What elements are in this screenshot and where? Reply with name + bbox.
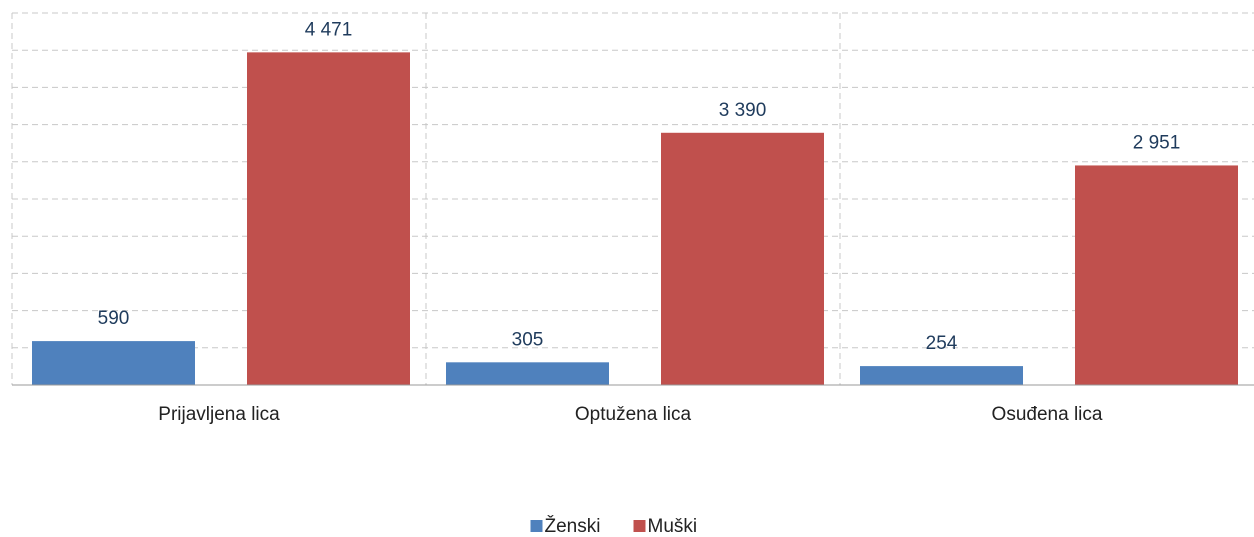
value-label: 590	[98, 308, 130, 329]
x-tick-label: Prijavljena lica	[158, 404, 280, 425]
bar	[446, 362, 609, 385]
legend-label: Muški	[648, 516, 698, 537]
value-label: 2 951	[1133, 132, 1181, 153]
value-label: 3 390	[719, 100, 767, 121]
bar	[661, 132, 824, 385]
bar	[32, 341, 195, 385]
x-tick-label: Osuđena lica	[992, 404, 1103, 425]
legend-swatch	[530, 520, 543, 532]
x-tick-label: Optužena lica	[575, 404, 692, 425]
bar	[860, 366, 1023, 385]
value-label: 305	[512, 329, 544, 350]
legend-swatch	[633, 520, 646, 532]
bar	[247, 52, 410, 385]
value-label: 254	[926, 333, 958, 354]
bar	[1075, 165, 1238, 385]
value-label: 4 471	[305, 19, 353, 40]
legend-label: Ženski	[545, 515, 601, 537]
